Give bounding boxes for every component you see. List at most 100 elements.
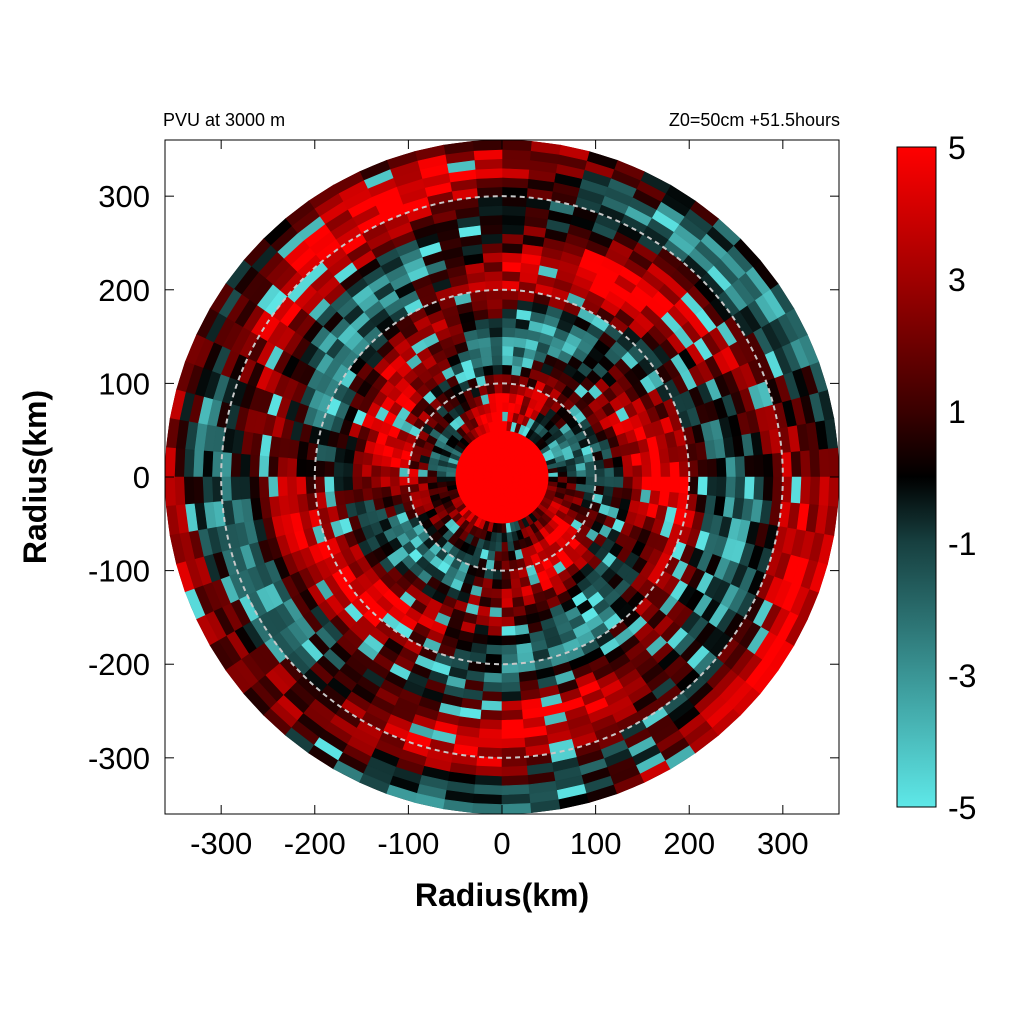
chart-title-left: PVU at 3000 m (163, 110, 285, 130)
field-cell (174, 448, 186, 478)
field-cell (501, 635, 518, 646)
field-cell (483, 672, 503, 684)
y-tick-label: 100 (98, 366, 150, 401)
field-cell (248, 454, 260, 478)
field-cell (501, 756, 528, 768)
y-tick-label: -300 (88, 741, 150, 776)
colorbar-tick-label: 5 (948, 130, 966, 166)
field-cell (482, 691, 503, 703)
field-cell (464, 473, 475, 478)
x-tick-label: -300 (190, 826, 252, 861)
field-cell (473, 158, 503, 170)
field-cell (508, 383, 519, 395)
field-cell (621, 453, 633, 467)
field-cell (501, 625, 517, 637)
field-cell (501, 439, 506, 450)
field-cell (501, 803, 532, 814)
field-cell (481, 242, 503, 254)
dashed-circle-100 (407, 382, 597, 572)
field-cell (314, 476, 326, 494)
field-cell (497, 513, 503, 525)
field-cell (734, 455, 746, 478)
field-cell (501, 728, 526, 740)
field-cell (538, 476, 550, 482)
field-cell (230, 476, 242, 502)
field-cell (501, 775, 530, 787)
x-axis-label: Radius(km) (415, 877, 589, 913)
field-cell (501, 373, 512, 385)
field-cell (641, 476, 653, 491)
field-cell (323, 461, 335, 478)
field-cell (725, 456, 737, 478)
field-cell (239, 453, 251, 478)
field-cell (454, 472, 466, 478)
field-cell (417, 469, 428, 478)
field-cell (485, 289, 503, 301)
field-cell (491, 354, 503, 366)
field-cell (501, 597, 514, 609)
field-cell (818, 448, 830, 478)
field-cell (566, 482, 577, 491)
field-cell (501, 336, 515, 347)
field-cell (490, 597, 503, 609)
field-cell (501, 270, 521, 282)
field-cell (613, 466, 625, 478)
field-cell (202, 476, 214, 504)
field-cell (501, 223, 525, 235)
field-cell (323, 476, 335, 493)
field-cell (512, 596, 526, 608)
field-cell (501, 681, 522, 693)
field-cell (477, 205, 503, 217)
field-cell (379, 466, 391, 478)
field-cell (501, 700, 523, 712)
field-cell (604, 476, 615, 488)
field-cell (650, 462, 662, 478)
field-cell (479, 719, 503, 731)
field-cell (753, 453, 765, 478)
field-cell (486, 635, 503, 646)
field-cell (566, 476, 578, 484)
field-cell (501, 233, 524, 245)
field-cell (697, 458, 709, 478)
field-cell (472, 140, 503, 151)
field-cell (501, 737, 527, 749)
field-cell (474, 167, 503, 179)
field-cell (192, 449, 204, 478)
field-cell (436, 470, 447, 478)
field-cell (511, 355, 524, 367)
field-cell (725, 476, 737, 498)
x-tick-label: 100 (570, 826, 622, 861)
field-cell (501, 616, 516, 628)
field-cell (398, 467, 410, 478)
field-cell (501, 158, 531, 170)
field-cell (258, 455, 270, 478)
field-cell (473, 784, 503, 796)
field-cell (491, 588, 503, 600)
field-cell (809, 448, 821, 478)
field-cell (488, 616, 503, 628)
x-tick-label: 300 (757, 826, 809, 861)
field-cell (494, 551, 503, 562)
field-cell (501, 308, 518, 319)
field-cell (295, 476, 307, 496)
field-cell (491, 364, 503, 375)
field-cell (501, 569, 512, 581)
field-cell (548, 476, 559, 483)
field-cell (501, 691, 522, 703)
field-cell (753, 476, 765, 501)
field-cell (267, 476, 279, 498)
field-cell (276, 476, 288, 497)
field-cell (501, 345, 514, 357)
field-cell (379, 476, 391, 488)
field-cell (494, 392, 503, 403)
radius-circles (220, 195, 784, 759)
field-cell (495, 541, 503, 553)
field-cell (389, 466, 400, 478)
axis-ticks: -300 -200 -100 0 100 200 300 300 200 100 0 -100 -200… (88, 140, 839, 861)
y-tick-label: 300 (98, 179, 150, 214)
field-cell (501, 411, 509, 422)
field-cell (477, 195, 503, 207)
field-cell (585, 468, 596, 478)
field-cell (501, 149, 531, 161)
